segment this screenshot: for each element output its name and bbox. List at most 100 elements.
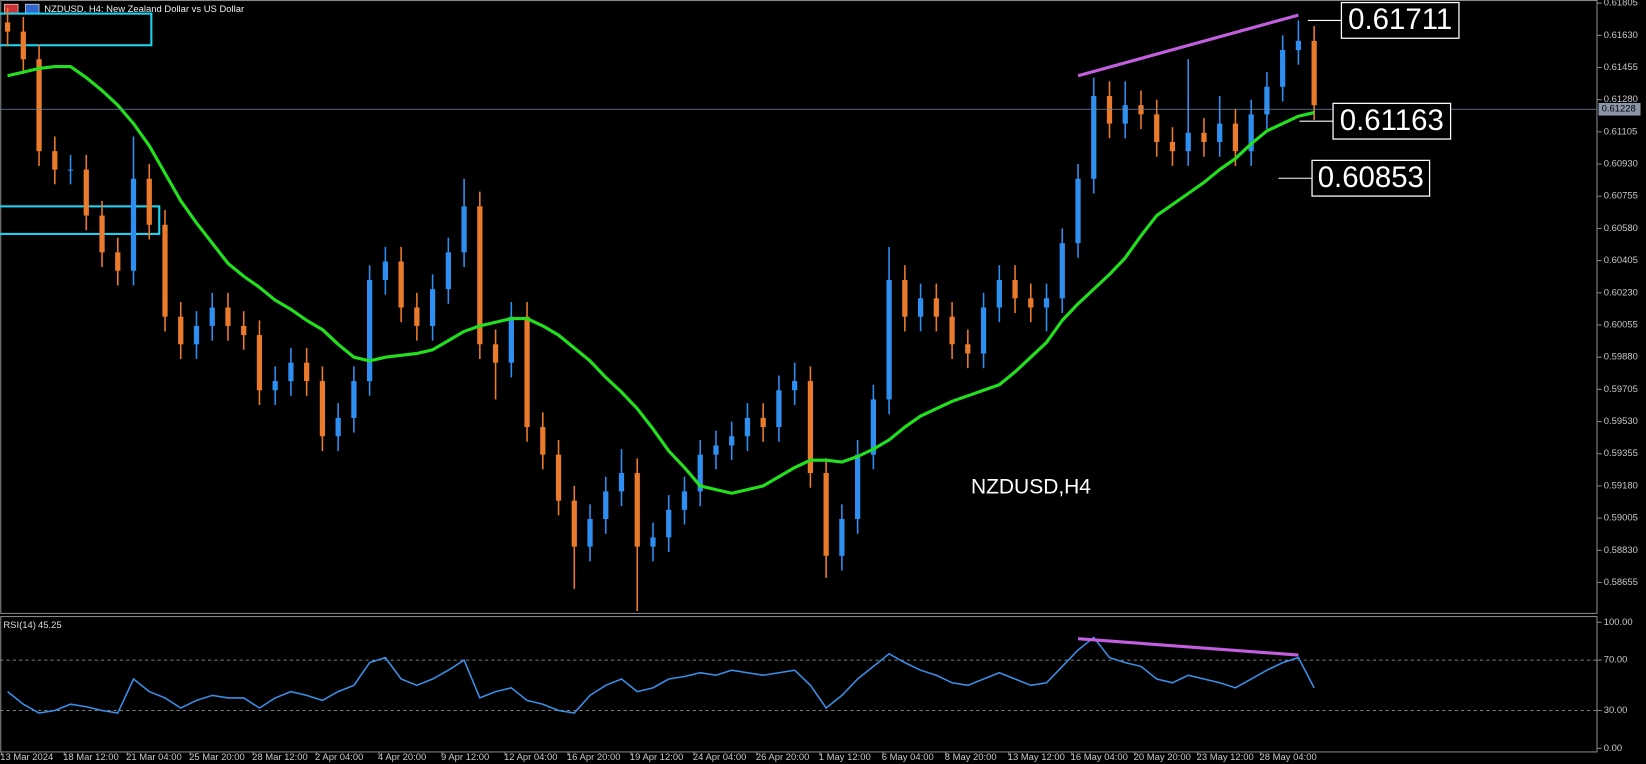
candle-body: [744, 417, 751, 437]
price-panel-frame: [0, 0, 1598, 614]
candle-body: [650, 537, 656, 547]
candle-body: [492, 344, 499, 363]
x-tick-label: 18 Mar 12:00: [63, 752, 119, 763]
candle-body: [52, 151, 58, 170]
callout-box: [1311, 159, 1431, 197]
candle-body: [178, 316, 184, 345]
candle-body: [272, 381, 278, 391]
y-tick-label: 0.59355: [1604, 448, 1638, 459]
candle-body: [1217, 123, 1223, 142]
y-tick-label: 0.60580: [1604, 223, 1638, 234]
candle-body: [1138, 105, 1144, 115]
candle-body: [115, 252, 121, 271]
candle-body: [1185, 132, 1191, 152]
candle-body: [67, 169, 74, 171]
watermark: NZDUSD,H4: [971, 476, 1091, 499]
moving-average: [7, 65, 1315, 495]
y-tick-label: 0.58830: [1604, 545, 1638, 556]
current-price-label: 0.61228: [1602, 104, 1636, 115]
candle-body: [398, 261, 404, 308]
y-tick-label: 0.59530: [1604, 416, 1638, 427]
candle-body: [1201, 132, 1207, 142]
rsi-panel-frame: [0, 616, 1598, 753]
callout-box: [1340, 1, 1460, 39]
candle-body: [980, 307, 987, 354]
candle-body: [146, 178, 152, 225]
callout-box: [1332, 102, 1452, 140]
y-tick-label: 0.59880: [1604, 352, 1638, 363]
x-tick-label: 1 May 12:00: [819, 752, 871, 763]
x-tick-label: 21 Mar 04:00: [126, 752, 182, 763]
candle-body: [335, 417, 341, 437]
current-price-box: [1598, 102, 1641, 116]
x-tick-label: 12 Apr 04:00: [504, 752, 558, 763]
x-tick-label: 26 Apr 20:00: [756, 752, 810, 763]
candle-body: [839, 519, 845, 556]
candle-body: [571, 500, 577, 547]
candle-body: [99, 215, 105, 253]
x-tick-label: 13 May 12:00: [1008, 752, 1065, 763]
candle-body: [965, 344, 971, 354]
candle-body: [807, 381, 814, 474]
candle-body: [209, 307, 215, 326]
x-tick-label: 19 Apr 12:00: [630, 752, 684, 763]
candle-body: [1232, 123, 1239, 152]
y-tick-label: 0.59180: [1604, 480, 1638, 491]
candle-body: [1091, 96, 1097, 179]
candle-body: [1122, 105, 1128, 124]
callout-label: 0.60853: [1318, 161, 1424, 194]
callout-label: 0.61163: [1340, 104, 1444, 137]
x-tick-label: 9 Apr 12:00: [441, 752, 489, 763]
candle-body: [729, 436, 735, 446]
candle-body: [933, 298, 939, 317]
y-tick-label: 0.60055: [1604, 319, 1638, 330]
candle-body: [304, 362, 310, 382]
candle-body: [1311, 40, 1317, 106]
candle-body: [193, 325, 200, 345]
trendline: [1077, 13, 1299, 78]
rsi-name: RSI(14): [3, 620, 36, 631]
y-tick-label: 0.59005: [1604, 513, 1638, 524]
candle-body: [36, 59, 42, 152]
x-tick-label: 16 May 04:00: [1071, 752, 1128, 763]
candle-body: [20, 31, 26, 60]
candle-body: [351, 381, 357, 418]
candle-body: [1028, 298, 1034, 308]
candle-body: [367, 279, 373, 382]
trendline: [1077, 637, 1299, 657]
candle-body: [83, 169, 89, 216]
candle-body: [429, 289, 436, 326]
candle-body: [130, 178, 137, 271]
y-tick-label: 0.60930: [1604, 159, 1638, 170]
y-tick-label: 0.59705: [1604, 384, 1638, 395]
y-tick-label: 30.00: [1604, 705, 1628, 716]
candle-body: [288, 362, 294, 382]
candle-body: [587, 519, 593, 547]
y-tick-label: 0.60405: [1604, 255, 1638, 266]
x-tick-label: 6 May 04:00: [882, 752, 934, 763]
y-tick-label: 0.61630: [1604, 30, 1638, 41]
chart-title: NZDUSD, H4: New Zealand Dollar vs US Dol…: [44, 4, 244, 15]
candle-body: [792, 381, 798, 391]
candle-body: [1043, 298, 1050, 308]
x-tick-label: 28 Mar 12:00: [252, 752, 308, 763]
candle-body: [1059, 243, 1065, 299]
candle-body: [603, 491, 609, 520]
candle-body: [902, 279, 908, 317]
candle-body: [681, 491, 688, 510]
candle-body: [477, 206, 483, 345]
callout-label: 0.61711: [1348, 3, 1452, 36]
candle-body: [996, 279, 1002, 308]
candle-body: [1264, 86, 1270, 115]
x-tick-label: 20 May 20:00: [1134, 752, 1191, 763]
x-tick-label: 24 Apr 04:00: [693, 752, 747, 763]
y-tick-label: 0.60230: [1604, 287, 1638, 298]
candle-body: [1280, 50, 1286, 87]
candle-body: [634, 473, 640, 547]
candle-body: [618, 473, 625, 492]
candle-body: [1106, 96, 1113, 124]
candle-body: [540, 427, 546, 455]
x-tick-label: 4 Apr 20:00: [378, 752, 426, 763]
candle-body: [666, 509, 672, 538]
candle-body: [524, 316, 530, 428]
